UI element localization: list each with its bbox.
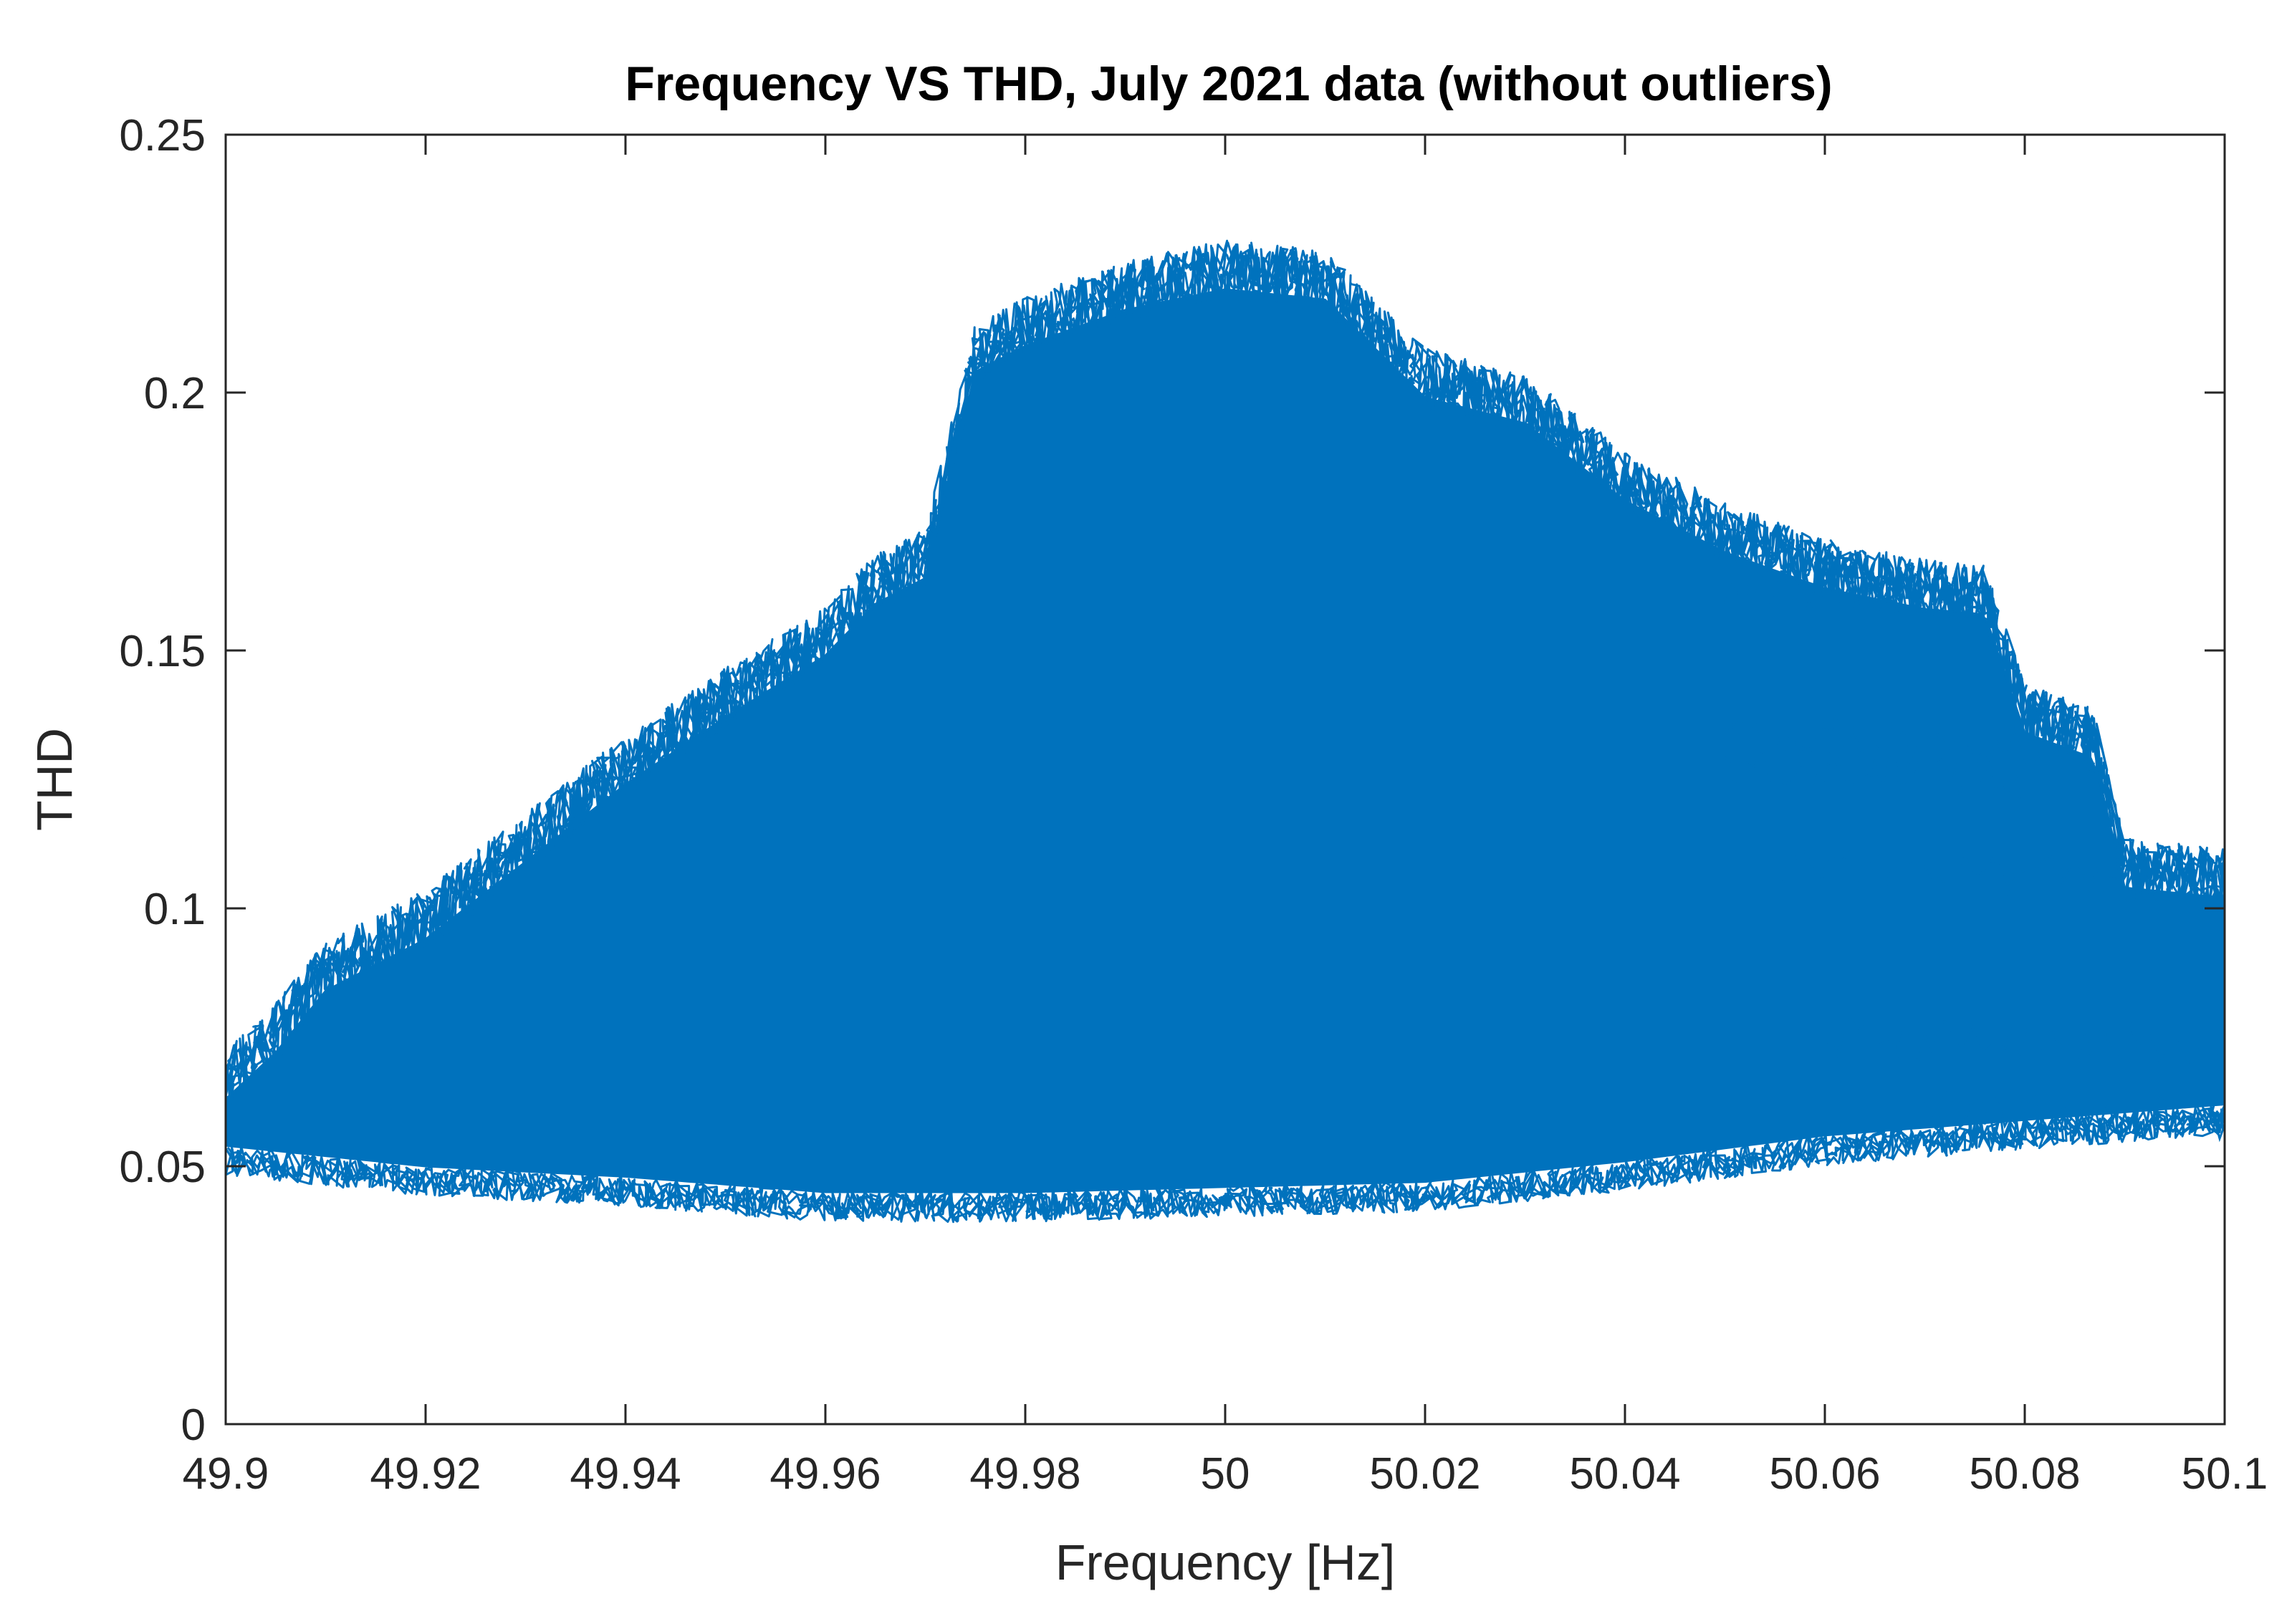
- ticks-layer: 49.9 49.92 49.94 49.96 49.98 50 50.02 50.04 50.0…: [119, 111, 2268, 1499]
- y-tick-label: 0.05: [119, 1143, 206, 1192]
- x-tick-label: 50.04: [1569, 1449, 1680, 1499]
- series-layer: [224, 239, 2226, 1224]
- y-axis-label: THD: [27, 728, 82, 831]
- x-tick-label: 49.98: [969, 1449, 1080, 1499]
- y-tick-label: 0.1: [144, 885, 206, 934]
- series-trace-streak: [1773, 845, 2225, 896]
- x-tick-label: 50: [1201, 1449, 1250, 1499]
- x-tick-label: 49.96: [769, 1449, 881, 1499]
- y-tick-label: 0: [181, 1400, 206, 1450]
- series-trace-upper: [225, 243, 2226, 1079]
- x-tick-label: 49.9: [183, 1449, 269, 1499]
- x-tick-label: 49.92: [370, 1449, 481, 1499]
- y-tick-label: 0.2: [144, 369, 206, 418]
- plot-area: 49.9 49.92 49.94 49.96 49.98 50 50.02 50.04 50.0…: [119, 111, 2268, 1499]
- series-trace-streak: [1724, 568, 1986, 619]
- x-axis-label: Frequency [Hz]: [1055, 1534, 1396, 1590]
- x-tick-label: 50.02: [1369, 1449, 1480, 1499]
- series-trace-upper: [224, 243, 2226, 1098]
- x-tick-label: 50.08: [1969, 1449, 2080, 1499]
- chart-title: Frequency VS THD, July 2021 data (withou…: [625, 57, 1832, 111]
- x-tick-label: 49.94: [570, 1449, 681, 1499]
- series-trace-streak: [1823, 1017, 2225, 1067]
- y-tick-label: 0.15: [119, 627, 206, 676]
- x-tick-label: 50.06: [1769, 1449, 1880, 1499]
- x-tick-label: 50.1: [2182, 1449, 2268, 1499]
- series-trace-streak: [1724, 747, 2025, 799]
- series-trace-streak: [1924, 1090, 2226, 1143]
- y-tick-label: 0.25: [119, 111, 206, 160]
- series-trace-lower: [226, 1105, 2226, 1223]
